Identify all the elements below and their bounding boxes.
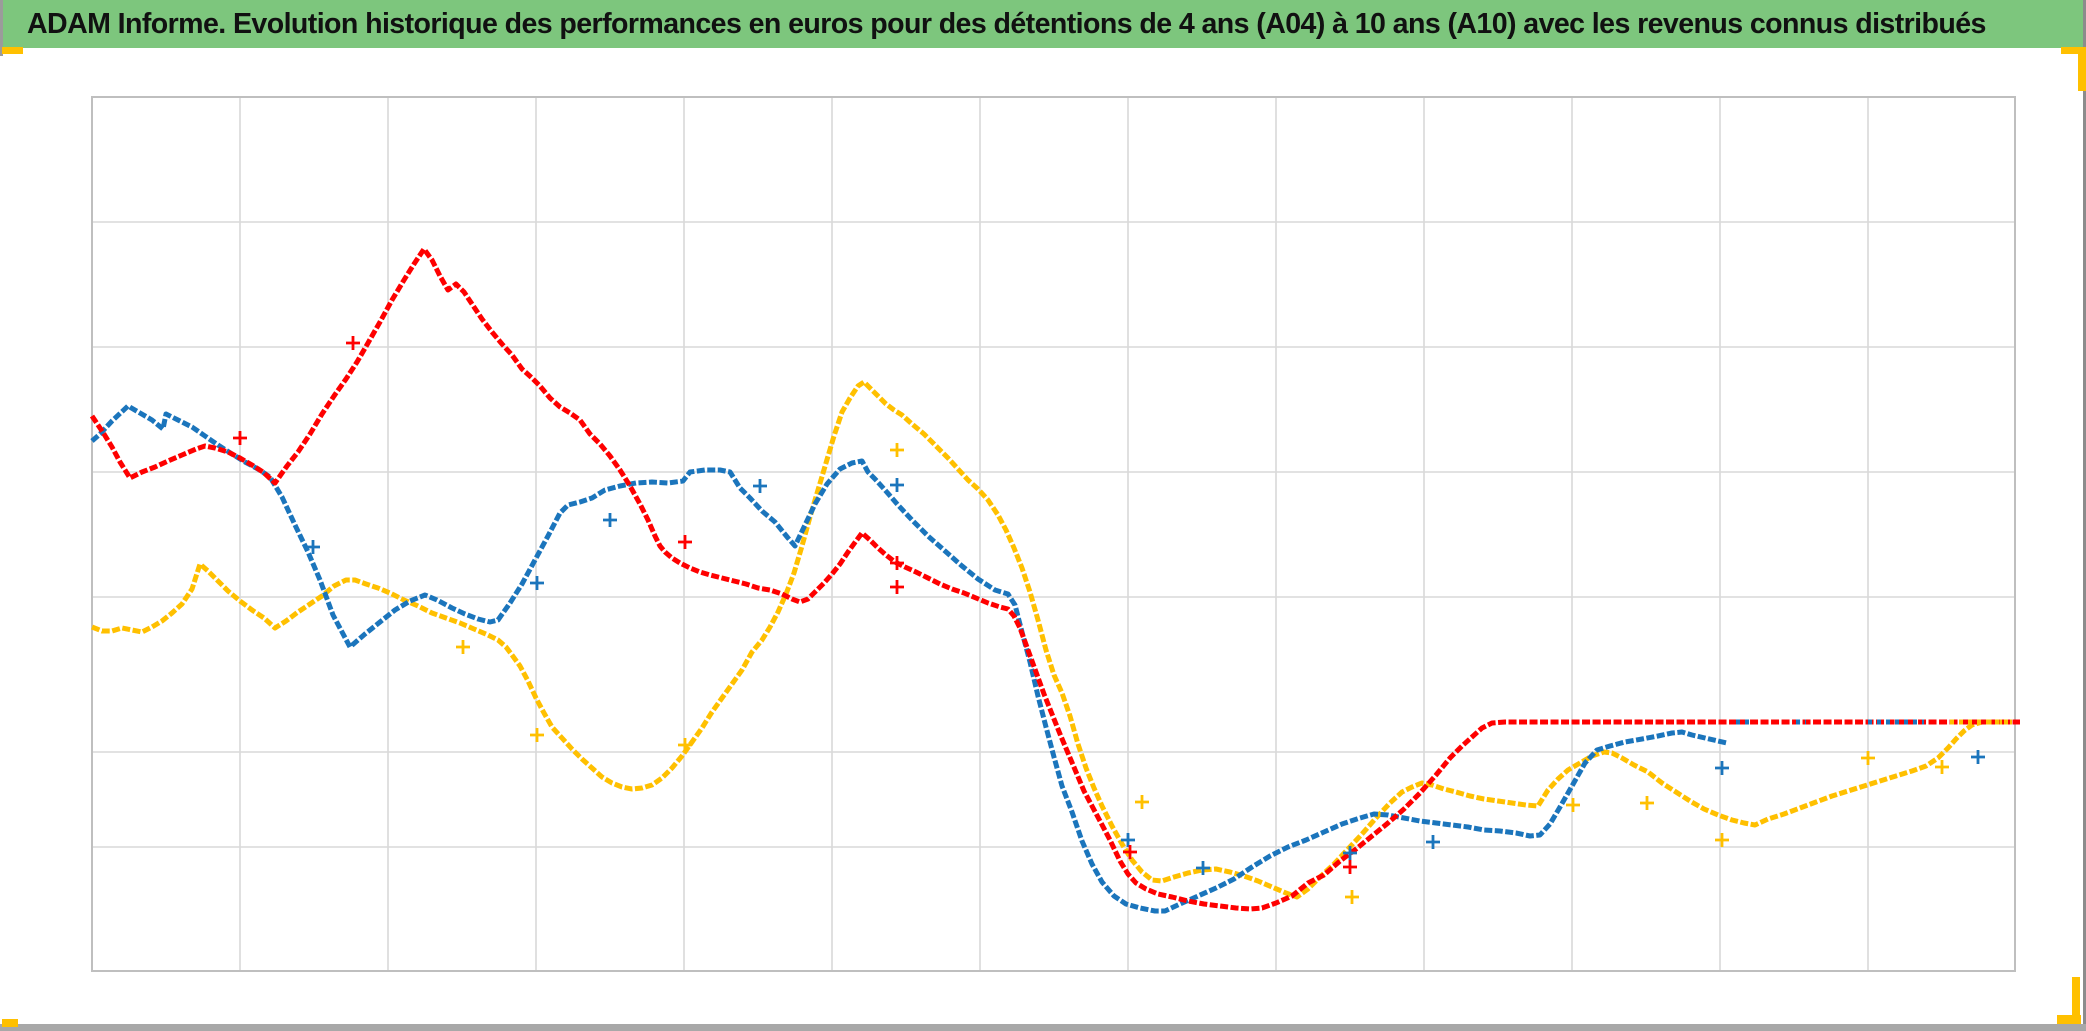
corner-accent-bottom-left bbox=[2, 1019, 18, 1027]
right-edge-border bbox=[2083, 0, 2086, 1031]
performance-chart[interactable] bbox=[0, 48, 2086, 1031]
corner-accent-bottom-right-v bbox=[2072, 977, 2080, 1023]
left-edge-border bbox=[0, 0, 3, 56]
bottom-window-bar[interactable] bbox=[0, 1024, 2086, 1031]
chart-title: ADAM Informe. Evolution historique des p… bbox=[27, 7, 1986, 40]
title-bar: ADAM Informe. Evolution historique des p… bbox=[3, 0, 2086, 48]
corner-accent-top-right-h bbox=[2061, 47, 2086, 54]
corner-accent-top-left bbox=[2, 47, 23, 54]
corner-accent-bottom-right-h bbox=[2057, 1015, 2081, 1024]
chart-canvas[interactable] bbox=[0, 48, 2086, 1031]
corner-accent-top-right-v bbox=[2078, 47, 2086, 91]
